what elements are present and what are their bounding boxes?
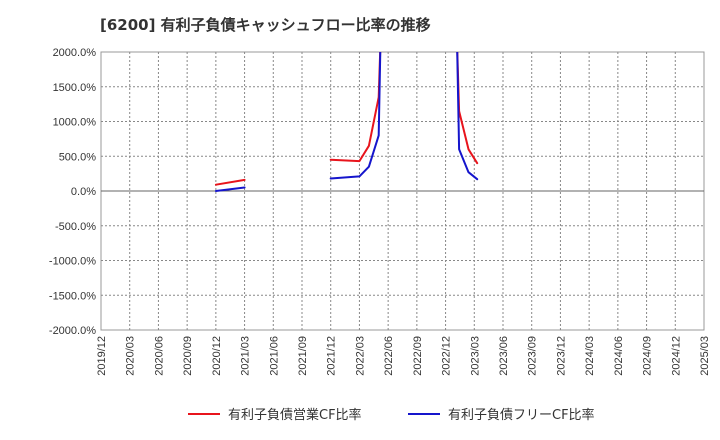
x-tick-label: 2023/06 xyxy=(498,336,510,376)
series-line-free-cf xyxy=(456,52,479,181)
x-tick-label: 2022/09 xyxy=(412,336,424,376)
x-tick-label: 2020/09 xyxy=(182,336,194,376)
legend-label: 有利子負債営業CF比率 xyxy=(228,407,362,423)
x-tick-label: 2022/12 xyxy=(441,336,453,376)
y-tick-label: -1500.0% xyxy=(49,290,96,302)
x-tick-label: 2021/06 xyxy=(268,336,280,376)
x-tick-label: 2024/09 xyxy=(642,336,654,376)
x-tick-label: 2025/03 xyxy=(699,336,711,376)
series-line-free-cf xyxy=(214,186,246,192)
legend-label: 有利子負債フリーCF比率 xyxy=(448,407,595,423)
x-tick-label: 2023/12 xyxy=(555,336,567,376)
x-tick-label: 2024/12 xyxy=(670,336,682,376)
x-tick-label: 2023/09 xyxy=(527,336,539,376)
y-tick-label: -1000.0% xyxy=(49,256,96,268)
y-tick-label: 1500.0% xyxy=(53,82,97,94)
x-tick-label: 2022/06 xyxy=(383,336,395,376)
x-tick-label: 2021/09 xyxy=(297,336,309,376)
y-tick-label: 0.0% xyxy=(71,186,96,198)
y-tick-label: -500.0% xyxy=(55,221,96,233)
x-tick-label: 2023/03 xyxy=(469,336,481,376)
y-tick-label: 500.0% xyxy=(59,151,97,163)
x-tick-label: 2022/03 xyxy=(354,336,366,376)
chart-title: [6200] 有利子負債キャッシュフロー比率の推移 xyxy=(100,16,431,34)
x-tick-label: 2024/03 xyxy=(584,336,596,376)
x-tick-label: 2020/03 xyxy=(125,336,137,376)
series-line-operating-cf xyxy=(214,178,246,186)
x-tick-label: 2024/06 xyxy=(613,336,625,376)
x-tick-label: 2019/12 xyxy=(96,336,108,376)
y-tick-label: -2000.0% xyxy=(49,325,96,337)
y-tick-label: 2000.0% xyxy=(53,47,97,59)
x-tick-label: 2020/06 xyxy=(153,336,165,376)
y-tick-label: 1000.0% xyxy=(53,117,97,129)
x-tick-label: 2021/12 xyxy=(326,336,338,376)
x-tick-label: 2020/12 xyxy=(211,336,223,376)
series-line-free-cf xyxy=(329,52,382,180)
x-tick-label: 2021/03 xyxy=(240,336,252,376)
